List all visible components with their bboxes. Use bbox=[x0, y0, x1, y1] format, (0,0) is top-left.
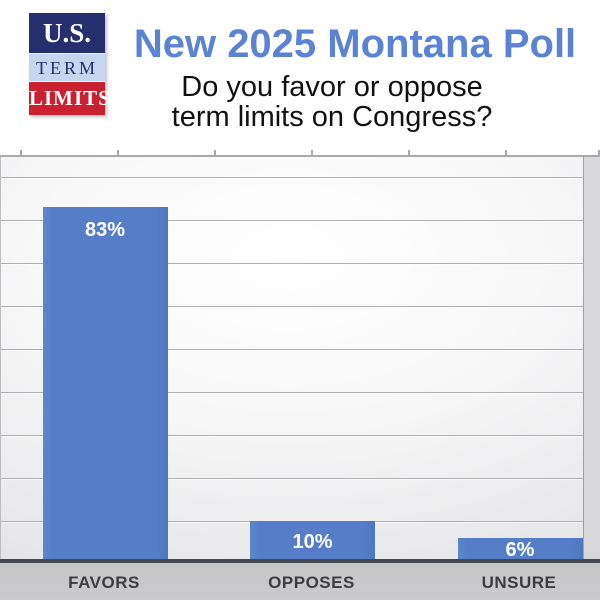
axis-tick-mark bbox=[408, 150, 410, 155]
poll-question-line2: term limits on Congress? bbox=[171, 101, 493, 133]
axis-tick-mark bbox=[311, 150, 313, 155]
category-label-opposes: OPPOSES bbox=[268, 573, 355, 592]
axis-tick-mark bbox=[598, 150, 600, 155]
gridline-30pct bbox=[1, 435, 584, 436]
logo-us-text: U.S. bbox=[29, 13, 105, 53]
bar-chart: 83% 10% 6% FAVORS OPPOSES UNSURE bbox=[0, 150, 600, 600]
logo-term-text: TERM bbox=[29, 53, 105, 82]
gridline-80pct bbox=[1, 220, 584, 221]
bar-value-label-favors: 83% bbox=[84, 219, 126, 242]
category-label-unsure: UNSURE bbox=[481, 573, 557, 592]
plot-right-strip bbox=[584, 157, 600, 560]
bar-opposes: 10% bbox=[250, 521, 375, 564]
axis-tick-mark bbox=[505, 150, 507, 155]
gridline-20pct bbox=[1, 478, 584, 479]
bar-favors: 83% bbox=[42, 207, 168, 564]
poll-question-line1: Do you favor or oppose bbox=[181, 71, 483, 103]
gridline-90pct bbox=[1, 177, 584, 178]
category-label-strip: FAVORS OPPOSES UNSURE bbox=[0, 563, 600, 600]
bar-value-label-unsure: 6% bbox=[505, 539, 535, 562]
category-label-favors: FAVORS bbox=[68, 573, 140, 592]
gridline-40pct bbox=[1, 392, 584, 393]
logo-limits-text: LIMITS bbox=[29, 82, 110, 115]
gridline-60pct bbox=[1, 306, 584, 307]
axis-tick-mark bbox=[214, 150, 216, 155]
gridline-70pct bbox=[1, 263, 584, 264]
top-tick-row bbox=[0, 150, 600, 155]
page-title: New 2025 Montana Poll bbox=[133, 22, 577, 66]
header: U.S. TERM LIMITS New 2025 Montana Poll D… bbox=[0, 0, 600, 150]
axis-tick-mark bbox=[117, 150, 119, 155]
x-axis-line bbox=[0, 559, 600, 563]
plot-right-border bbox=[583, 155, 584, 560]
poll-question: Do you favor or oppose term limits on Co… bbox=[64, 72, 600, 132]
axis-tick-mark bbox=[20, 150, 22, 155]
bar-value-label-opposes: 10% bbox=[292, 530, 333, 553]
us-term-limits-logo: U.S. TERM LIMITS bbox=[29, 13, 110, 115]
plot-area: 83% 10% 6% bbox=[0, 155, 600, 564]
gridline-50pct bbox=[1, 349, 584, 350]
